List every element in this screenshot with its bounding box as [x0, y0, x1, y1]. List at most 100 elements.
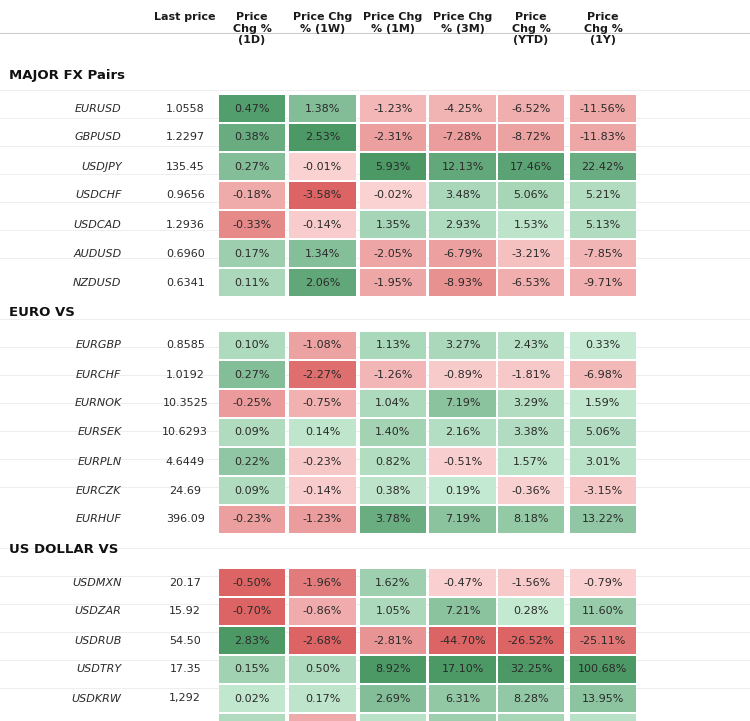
FancyBboxPatch shape — [219, 240, 286, 267]
Text: 22.42%: 22.42% — [582, 162, 624, 172]
Text: -8.72%: -8.72% — [512, 133, 550, 143]
FancyBboxPatch shape — [570, 269, 636, 296]
FancyBboxPatch shape — [498, 569, 564, 596]
FancyBboxPatch shape — [290, 361, 356, 388]
Text: EURUSD: EURUSD — [75, 104, 122, 113]
Text: -0.02%: -0.02% — [374, 190, 413, 200]
Text: -0.75%: -0.75% — [303, 399, 342, 409]
FancyBboxPatch shape — [498, 269, 564, 296]
FancyBboxPatch shape — [570, 124, 636, 151]
FancyBboxPatch shape — [290, 332, 356, 359]
FancyBboxPatch shape — [570, 361, 636, 388]
FancyBboxPatch shape — [219, 419, 286, 446]
FancyBboxPatch shape — [498, 685, 564, 712]
Text: -8.93%: -8.93% — [443, 278, 482, 288]
Text: -1.23%: -1.23% — [374, 104, 413, 113]
FancyBboxPatch shape — [219, 269, 286, 296]
FancyBboxPatch shape — [570, 390, 636, 417]
FancyBboxPatch shape — [360, 240, 426, 267]
FancyBboxPatch shape — [429, 477, 496, 504]
FancyBboxPatch shape — [290, 569, 356, 596]
FancyBboxPatch shape — [290, 685, 356, 712]
FancyBboxPatch shape — [219, 95, 286, 122]
Text: 0.17%: 0.17% — [234, 249, 270, 259]
Text: 24.69: 24.69 — [170, 485, 201, 495]
Text: 3.48%: 3.48% — [445, 190, 481, 200]
Text: 0.28%: 0.28% — [513, 606, 549, 616]
Text: -6.79%: -6.79% — [443, 249, 482, 259]
FancyBboxPatch shape — [360, 598, 426, 625]
FancyBboxPatch shape — [570, 95, 636, 122]
Text: 1.38%: 1.38% — [304, 104, 340, 113]
FancyBboxPatch shape — [498, 182, 564, 209]
FancyBboxPatch shape — [429, 569, 496, 596]
Text: 5.06%: 5.06% — [585, 428, 621, 438]
FancyBboxPatch shape — [360, 419, 426, 446]
FancyBboxPatch shape — [498, 506, 564, 533]
Text: 5.21%: 5.21% — [585, 190, 621, 200]
Text: 0.38%: 0.38% — [375, 485, 411, 495]
Text: 2.06%: 2.06% — [304, 278, 340, 288]
FancyBboxPatch shape — [290, 211, 356, 238]
Text: -2.31%: -2.31% — [374, 133, 413, 143]
Text: -6.52%: -6.52% — [512, 104, 550, 113]
Text: 1,292: 1,292 — [170, 694, 201, 704]
FancyBboxPatch shape — [498, 390, 564, 417]
FancyBboxPatch shape — [429, 419, 496, 446]
Text: 0.09%: 0.09% — [234, 485, 270, 495]
Text: 8.18%: 8.18% — [513, 515, 549, 524]
Text: 13.22%: 13.22% — [582, 515, 624, 524]
FancyBboxPatch shape — [290, 182, 356, 209]
FancyBboxPatch shape — [360, 269, 426, 296]
Text: 10.3525: 10.3525 — [162, 399, 208, 409]
FancyBboxPatch shape — [570, 240, 636, 267]
Text: 2.16%: 2.16% — [445, 428, 481, 438]
FancyBboxPatch shape — [290, 598, 356, 625]
FancyBboxPatch shape — [290, 153, 356, 180]
FancyBboxPatch shape — [429, 361, 496, 388]
FancyBboxPatch shape — [498, 477, 564, 504]
Text: 0.11%: 0.11% — [234, 278, 270, 288]
Text: 0.6341: 0.6341 — [166, 278, 205, 288]
FancyBboxPatch shape — [290, 477, 356, 504]
FancyBboxPatch shape — [570, 182, 636, 209]
Text: 0.09%: 0.09% — [234, 428, 270, 438]
Text: NZDUSD: NZDUSD — [73, 278, 122, 288]
FancyBboxPatch shape — [429, 332, 496, 359]
Text: Price Chg
% (1W): Price Chg % (1W) — [292, 12, 352, 34]
Text: -0.23%: -0.23% — [303, 456, 342, 466]
Text: 0.82%: 0.82% — [375, 456, 411, 466]
FancyBboxPatch shape — [570, 506, 636, 533]
FancyBboxPatch shape — [570, 332, 636, 359]
Text: 0.6960: 0.6960 — [166, 249, 205, 259]
Text: 54.50: 54.50 — [170, 635, 201, 645]
Text: -9.71%: -9.71% — [584, 278, 622, 288]
Text: -1.26%: -1.26% — [374, 369, 413, 379]
FancyBboxPatch shape — [429, 714, 496, 721]
Text: -6.53%: -6.53% — [512, 278, 550, 288]
FancyBboxPatch shape — [360, 685, 426, 712]
FancyBboxPatch shape — [360, 332, 426, 359]
FancyBboxPatch shape — [429, 506, 496, 533]
FancyBboxPatch shape — [498, 332, 564, 359]
Text: USDTRY: USDTRY — [76, 665, 122, 675]
Text: Price
Chg %
(YTD): Price Chg % (YTD) — [512, 12, 550, 45]
Text: -0.36%: -0.36% — [512, 485, 550, 495]
FancyBboxPatch shape — [429, 95, 496, 122]
Text: 3.27%: 3.27% — [445, 340, 481, 350]
Text: 1.53%: 1.53% — [513, 219, 548, 229]
Text: 0.22%: 0.22% — [234, 456, 270, 466]
Text: 0.38%: 0.38% — [234, 133, 270, 143]
Text: EURPLN: EURPLN — [77, 456, 122, 466]
Text: -2.27%: -2.27% — [303, 369, 342, 379]
Text: -26.52%: -26.52% — [508, 635, 554, 645]
Text: -0.70%: -0.70% — [232, 606, 272, 616]
Text: 1.40%: 1.40% — [375, 428, 411, 438]
FancyBboxPatch shape — [360, 569, 426, 596]
Text: -0.14%: -0.14% — [303, 219, 342, 229]
Text: -6.98%: -6.98% — [584, 369, 622, 379]
Text: -7.85%: -7.85% — [584, 249, 622, 259]
FancyBboxPatch shape — [290, 656, 356, 683]
Text: 0.47%: 0.47% — [234, 104, 270, 113]
Text: 7.19%: 7.19% — [445, 515, 481, 524]
